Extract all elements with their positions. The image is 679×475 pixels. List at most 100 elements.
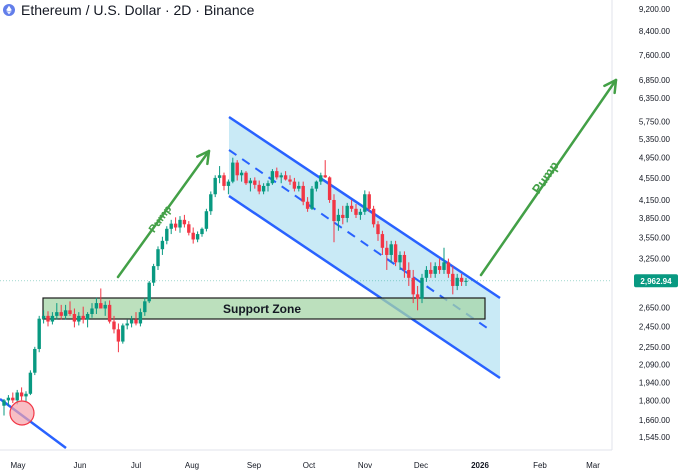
candle [19,387,24,401]
chart-title: Ethereum / U.S. Dollar · 2D · Binance [21,2,255,18]
candle [6,395,11,406]
candle-body [209,194,213,212]
candle-body [301,185,305,202]
candle [68,301,72,316]
candle-body [314,181,319,189]
x-tick-label: Mar [586,461,600,470]
y-tick-label: 3,550.00 [639,233,671,242]
candle-body [367,194,371,209]
support-zone-label: Support Zone [223,302,301,316]
y-tick-label: 3,250.00 [639,255,671,264]
candle-body [169,223,173,229]
candle-body [385,247,389,255]
candle-body [55,312,59,316]
candle [437,258,442,274]
pump-label-right: Pump [529,158,562,196]
y-tick-label: 3,850.00 [639,214,671,223]
candle-body [160,240,165,250]
candle [297,181,301,192]
y-tick-label: 6,850.00 [639,76,671,85]
y-tick-label: 2,650.00 [639,304,671,313]
candle [341,205,345,225]
candle [2,399,6,416]
candle-body [191,232,195,240]
candle [187,221,191,236]
y-tick-label: 1,545.00 [639,433,671,442]
candle [103,301,107,316]
candle-body [147,282,151,302]
channel-lower-line [228,194,501,380]
y-tick-label: 1,660.00 [639,416,671,425]
candle [165,226,169,245]
y-tick-label: 5,350.00 [639,135,671,144]
y-tick-label: 8,400.00 [639,27,671,36]
x-tick-label: Jul [131,461,141,470]
candle [398,251,402,270]
candle [178,216,182,233]
candle [244,171,248,185]
candle-body [81,315,85,320]
candle [420,273,424,304]
candle [239,170,244,182]
candle [393,240,398,267]
candle-body [41,315,46,319]
arrow-head [603,78,618,95]
candle-body [253,180,257,185]
x-tick-label: May [10,461,25,470]
candle [41,310,46,324]
arrow-shaft [116,149,211,279]
candle-body [143,301,147,313]
candle-body [345,205,349,218]
last-price-badge [634,274,678,288]
candle [28,370,33,396]
candle [442,247,446,274]
candle-body [257,184,261,192]
candle [50,312,55,325]
candle-body [244,172,248,184]
x-tick-label: Feb [533,461,547,470]
candle [376,221,380,241]
candle [371,205,376,228]
pump-label-left: Pump [147,203,175,235]
candle [407,262,411,286]
candle-body [398,254,402,263]
candle-body [2,400,6,406]
candle-body [319,175,323,182]
descending-channel-area [229,117,500,378]
candle-body [429,269,433,274]
candle [138,308,143,327]
candle-body [336,214,341,222]
y-tick-label: 9,200.00 [639,5,671,14]
candle-body [363,194,367,212]
candle-body [90,308,94,314]
candle [81,306,85,324]
candle-body [239,172,244,176]
candle-body [297,185,301,189]
candle-body [288,179,292,182]
candle [248,177,253,192]
candle-body [156,249,160,267]
candle-body [24,393,28,397]
candle [125,319,129,330]
candle-body [358,211,363,215]
candle [46,311,50,327]
candle-body [279,175,283,178]
arrow-head [196,149,211,166]
candle [345,202,349,223]
candle-body [310,188,314,209]
candle [143,297,147,316]
candle-body [402,254,407,270]
candle-body [103,304,107,309]
candle [182,214,187,228]
candle [156,246,160,270]
candle [380,230,385,255]
candle [314,180,319,192]
candle-body [248,180,253,184]
x-tick-label: Aug [185,461,199,470]
candle [332,194,336,243]
y-tick-label: 6,350.00 [639,94,671,103]
candle-body [437,266,442,270]
candle [204,208,209,232]
